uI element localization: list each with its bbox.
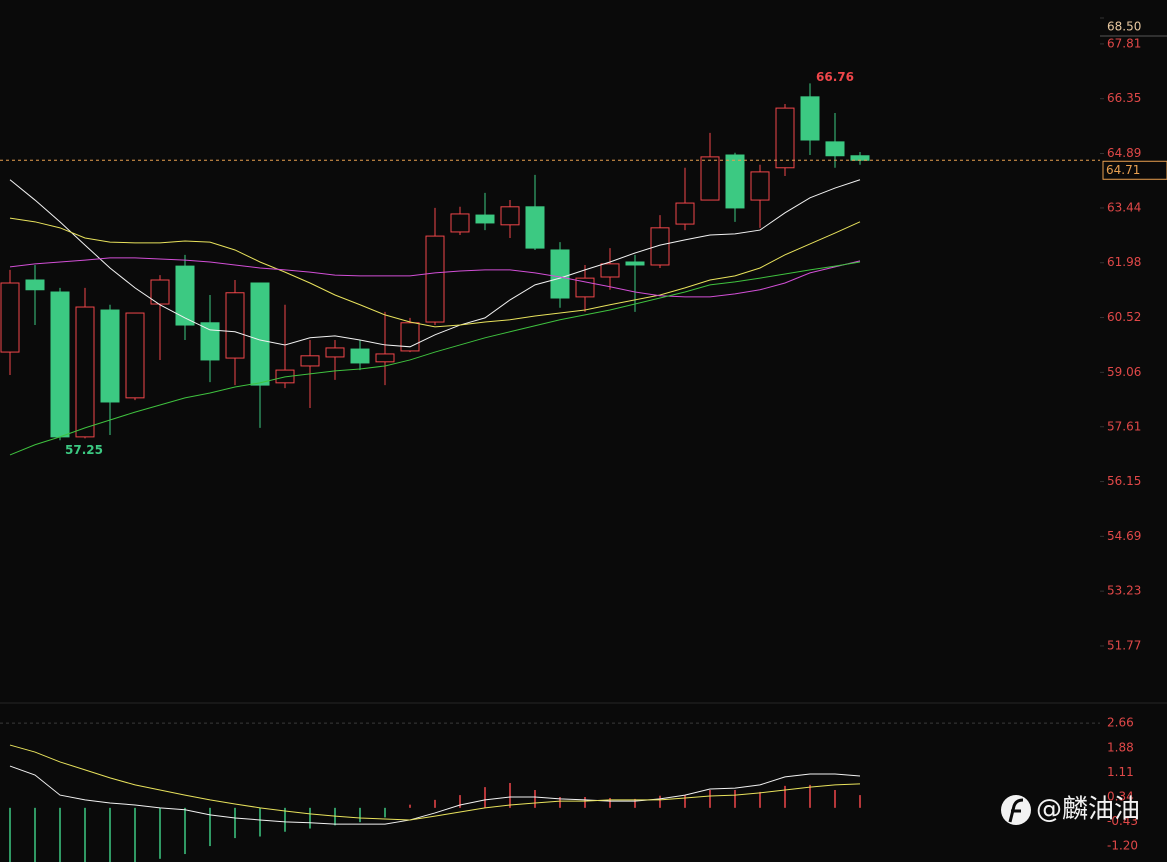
candle-body xyxy=(450,213,470,233)
candle-body xyxy=(475,214,495,224)
y-tick-label: 57.61 xyxy=(1107,419,1141,433)
candle-body xyxy=(500,206,520,226)
candle-body xyxy=(800,96,820,141)
candle-body xyxy=(75,306,95,438)
y-tick-label: 56.15 xyxy=(1107,474,1141,488)
indicator-line xyxy=(9,744,861,821)
last-price-box xyxy=(1102,160,1167,180)
y-tick-label: 67.81 xyxy=(1107,36,1141,50)
y-tick-label: 66.35 xyxy=(1107,91,1141,105)
candle-body xyxy=(700,156,720,201)
candle-body xyxy=(625,261,645,266)
price-pane: 66.76 57.25 xyxy=(0,70,1100,457)
y-tick-label: 51.77 xyxy=(1107,638,1141,652)
axis: 68.50 67.81 66.35 64.89 63.44 61.98 60.52 59.06… xyxy=(1100,17,1167,853)
candle-body xyxy=(125,312,145,399)
watermark-text: @麟油油 xyxy=(1036,795,1140,825)
candle-body xyxy=(750,171,770,201)
max-label: 66.76 xyxy=(816,70,854,84)
candle-body xyxy=(350,348,370,364)
indicator-line xyxy=(9,261,861,456)
candle-body xyxy=(50,291,70,438)
candle-body xyxy=(225,292,245,359)
candle-body xyxy=(400,322,420,352)
candle-body xyxy=(850,155,870,161)
candle-body xyxy=(725,154,745,209)
candle-body xyxy=(775,107,795,169)
y-tick-label: 64.89 xyxy=(1107,146,1141,160)
indicator-line xyxy=(9,179,861,348)
candle-body xyxy=(425,235,445,323)
candle-body xyxy=(675,202,695,225)
macd-pane xyxy=(0,722,1100,862)
y-tick-label: 61.98 xyxy=(1107,255,1141,269)
indicator-line xyxy=(9,217,861,328)
candle-body xyxy=(825,141,845,157)
indicator-line xyxy=(9,257,861,298)
y-tick-label: -1.20 xyxy=(1107,839,1138,853)
candle-body xyxy=(250,282,270,386)
min-label: 57.25 xyxy=(65,443,103,457)
candle-body xyxy=(100,309,120,403)
candle-body xyxy=(0,282,20,353)
y-tick-label: 59.06 xyxy=(1107,365,1141,379)
y-tick-label: 54.69 xyxy=(1107,529,1141,543)
watermark: @麟油油 xyxy=(1001,795,1140,825)
candle-body xyxy=(325,347,345,358)
candle-body xyxy=(175,265,195,326)
candle-body xyxy=(150,279,170,305)
y-tick-label: 2.66 xyxy=(1107,716,1134,730)
last-price-label: 64.71 xyxy=(1106,163,1140,177)
candle-body xyxy=(375,353,395,363)
indicator-line xyxy=(9,765,861,825)
y-tick-label: 60.52 xyxy=(1107,310,1141,324)
y-tick-label: 1.11 xyxy=(1107,765,1134,779)
y-tick-label: 53.23 xyxy=(1107,584,1141,598)
y-tick-label: 1.88 xyxy=(1107,740,1134,754)
y-tick-label: 68.50 xyxy=(1107,20,1141,34)
y-tick-label: -0.43 xyxy=(1107,814,1138,828)
candle-body xyxy=(650,227,670,266)
candle-body xyxy=(25,279,45,291)
y-tick-label: 0.34 xyxy=(1107,789,1134,803)
y-tick-label: 63.44 xyxy=(1107,200,1141,214)
candle-body xyxy=(300,355,320,367)
candle-body xyxy=(200,322,220,361)
candle-body xyxy=(600,263,620,278)
candle-body xyxy=(550,249,570,299)
candle-body xyxy=(525,206,545,249)
watermark-icon-glyph xyxy=(1008,798,1024,823)
